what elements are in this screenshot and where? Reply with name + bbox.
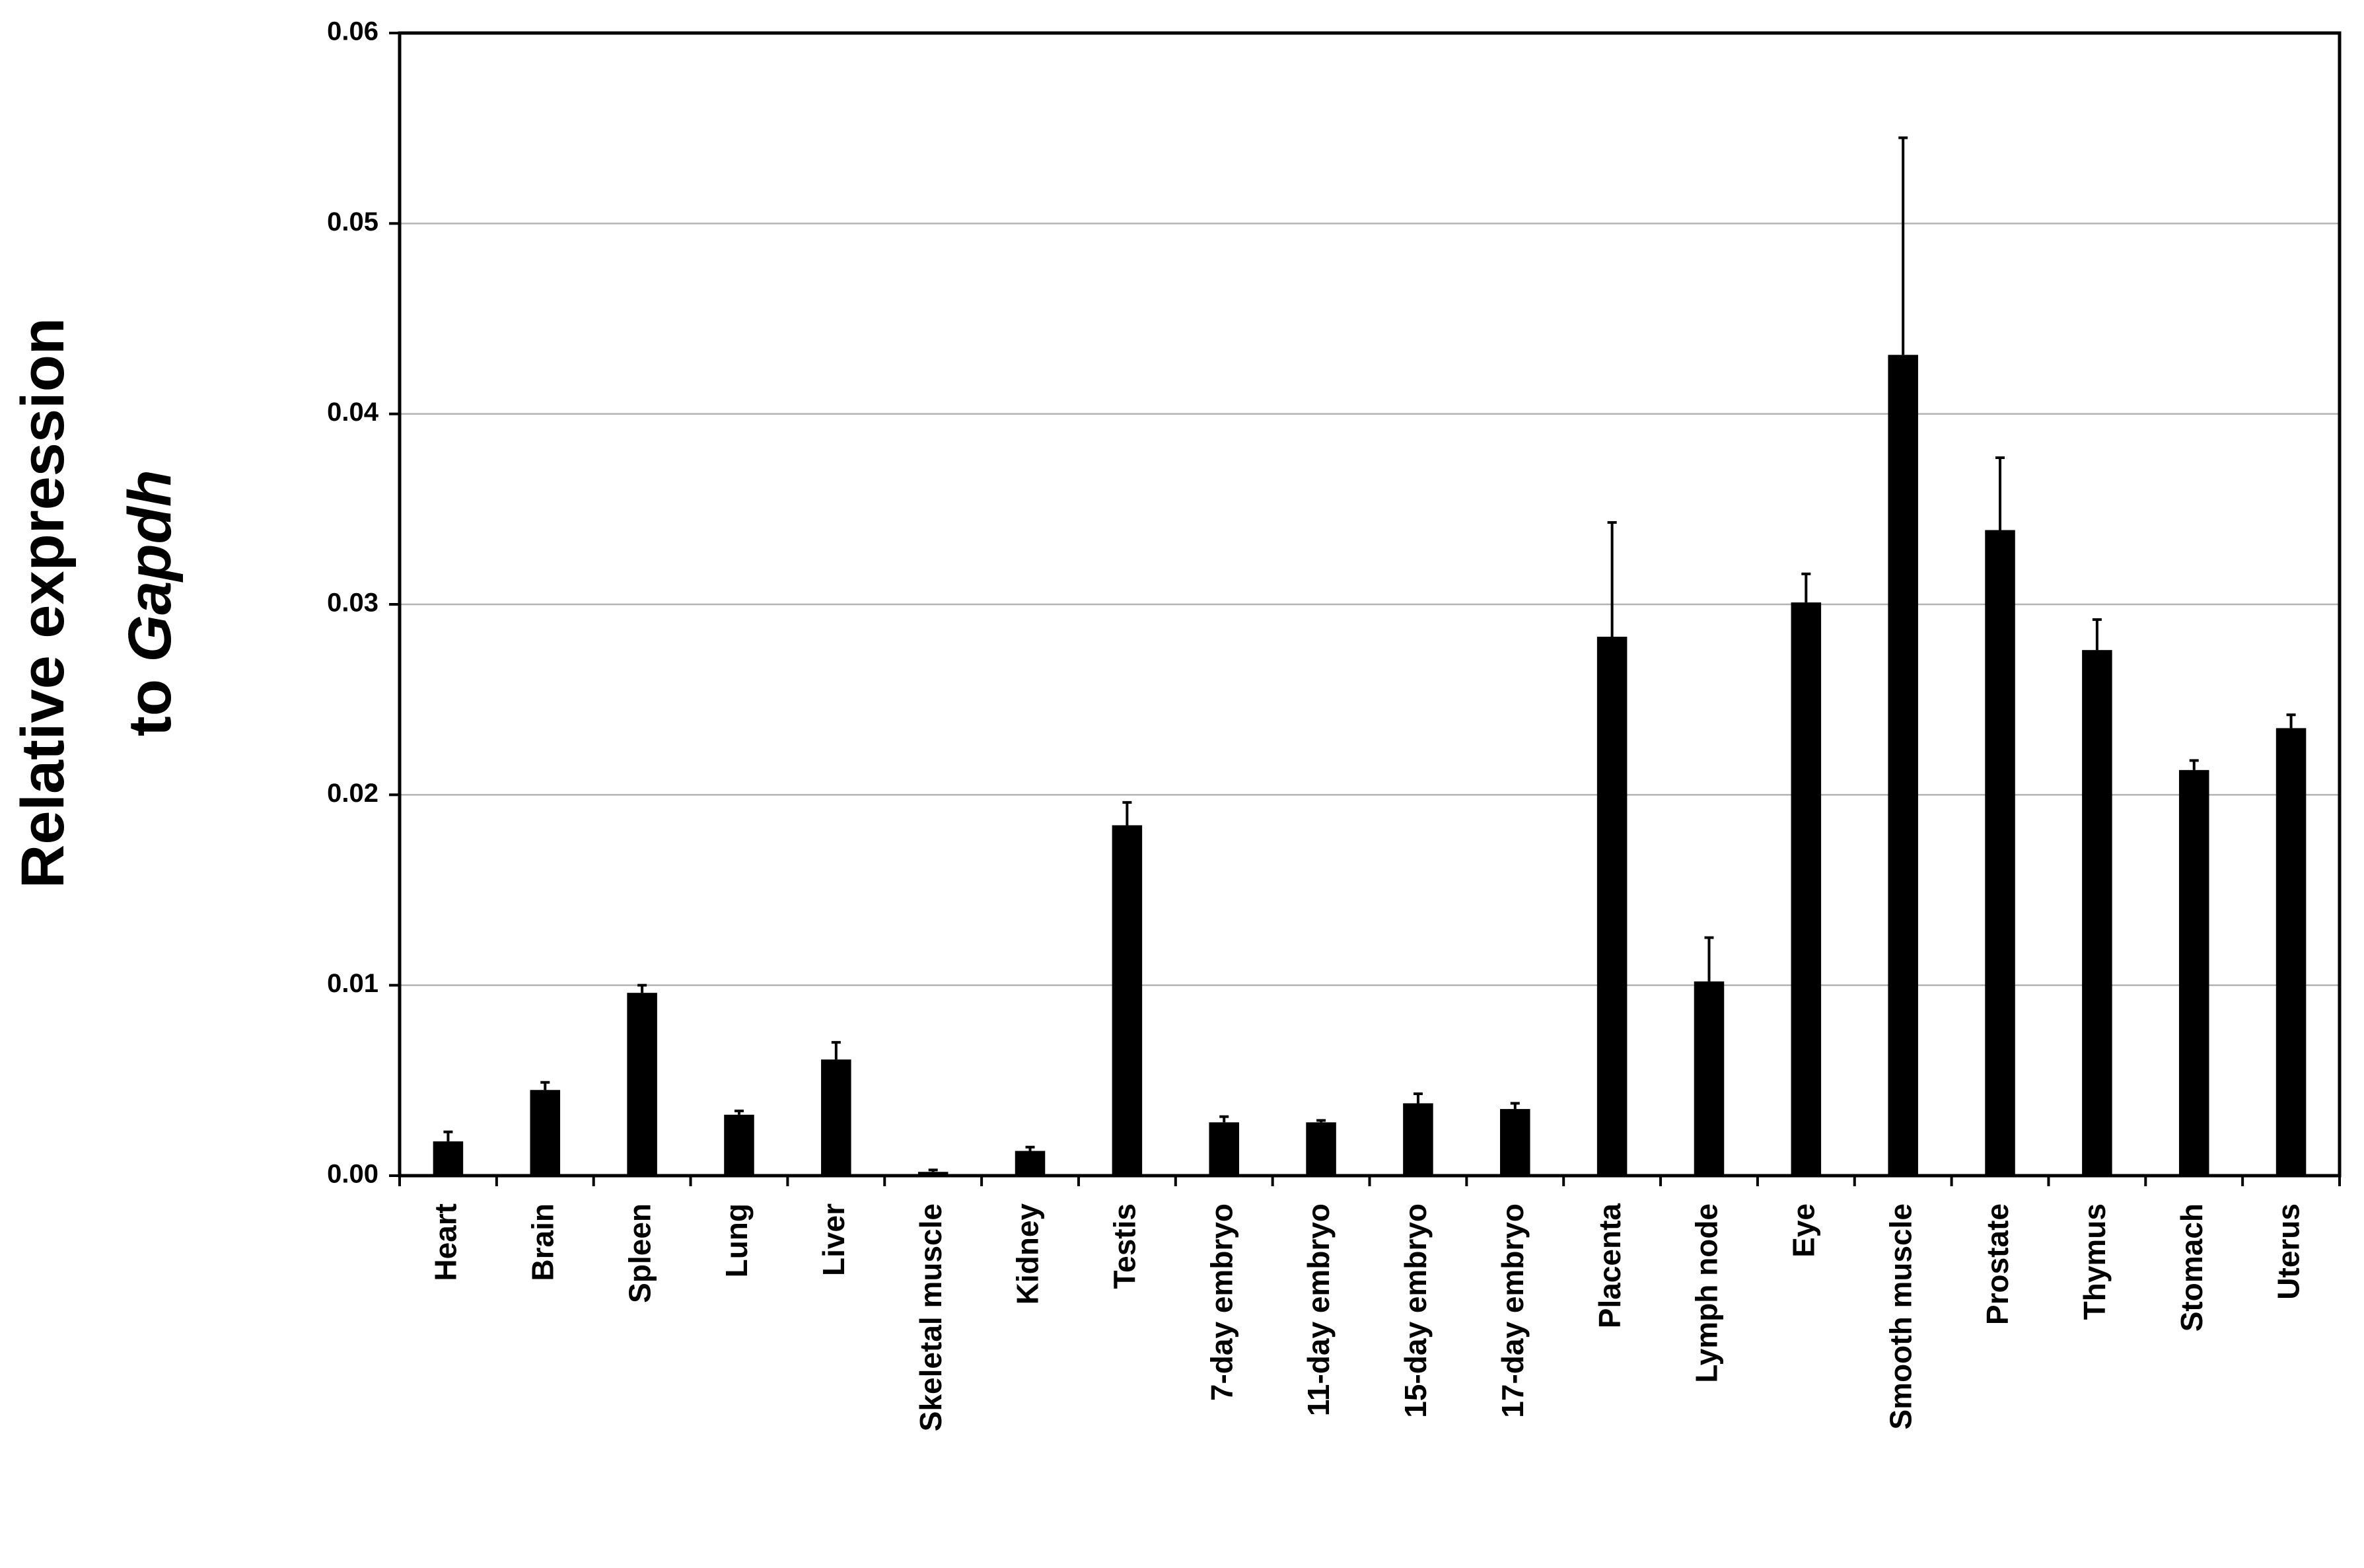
- bar: [1694, 981, 1725, 1176]
- x-tick-label: Placenta: [1593, 1203, 1627, 1329]
- y-tick-label: 0.00: [327, 1160, 378, 1189]
- x-tick-label: Stomach: [2174, 1203, 2209, 1332]
- x-tick-label: Testis: [1108, 1203, 1142, 1289]
- y-tick-label: 0.02: [327, 779, 378, 808]
- bar: [1112, 825, 1143, 1176]
- bar: [724, 1114, 754, 1176]
- bar: [1209, 1122, 1239, 1176]
- x-tick-label: 7-day embryo: [1204, 1203, 1238, 1401]
- bar: [821, 1059, 851, 1176]
- bar: [1306, 1122, 1336, 1176]
- y-axis-title-italic: Gapdh: [116, 470, 184, 662]
- y-tick-label: 0.04: [327, 398, 379, 427]
- bar: [1888, 355, 1918, 1176]
- y-tick-label: 0.03: [327, 588, 378, 618]
- bar: [433, 1141, 464, 1176]
- x-tick-label: 11-day embryo: [1301, 1203, 1336, 1416]
- y-axis-title: Relative expression: [9, 318, 77, 888]
- x-tick-label: 15-day embryo: [1398, 1203, 1433, 1418]
- bar: [1403, 1103, 1433, 1176]
- x-tick-label: Skeletal muscle: [913, 1203, 948, 1431]
- bar: [530, 1090, 561, 1176]
- y-axis-title: to Gapdh: [116, 470, 184, 736]
- y-tick-label: 0.06: [327, 17, 378, 46]
- x-tick-label: Brain: [525, 1203, 559, 1281]
- x-tick-label: Prostate: [1980, 1203, 2015, 1325]
- x-tick-label: Lymph node: [1690, 1203, 1724, 1383]
- y-axis-title-line: Relative expression: [9, 318, 77, 888]
- x-tick-label: Lung: [719, 1203, 754, 1277]
- y-tick-label: 0.01: [327, 969, 378, 998]
- x-tick-label: Liver: [816, 1203, 851, 1276]
- bar: [1500, 1109, 1530, 1176]
- x-tick-label: Heart: [429, 1203, 463, 1281]
- bar: [1791, 602, 1822, 1176]
- x-tick-label: Eye: [1786, 1203, 1820, 1258]
- bar: [1985, 530, 2015, 1176]
- x-tick-label: Kidney: [1011, 1203, 1045, 1305]
- x-tick-label: 17-day embryo: [1495, 1203, 1530, 1418]
- y-axis-title-line: to: [116, 679, 184, 736]
- bar: [1596, 637, 1628, 1176]
- y-tick-label: 0.05: [327, 207, 378, 236]
- x-tick-label: Spleen: [622, 1203, 657, 1303]
- bar: [1015, 1151, 1046, 1176]
- bar: [2178, 769, 2209, 1176]
- bar: [627, 993, 657, 1176]
- bar: [917, 1172, 949, 1176]
- bar: [2082, 650, 2112, 1176]
- bar: [2275, 728, 2307, 1176]
- x-tick-label: Smooth muscle: [1883, 1203, 1917, 1430]
- x-tick-label: Uterus: [2272, 1203, 2306, 1300]
- x-tick-label: Thymus: [2077, 1203, 2112, 1320]
